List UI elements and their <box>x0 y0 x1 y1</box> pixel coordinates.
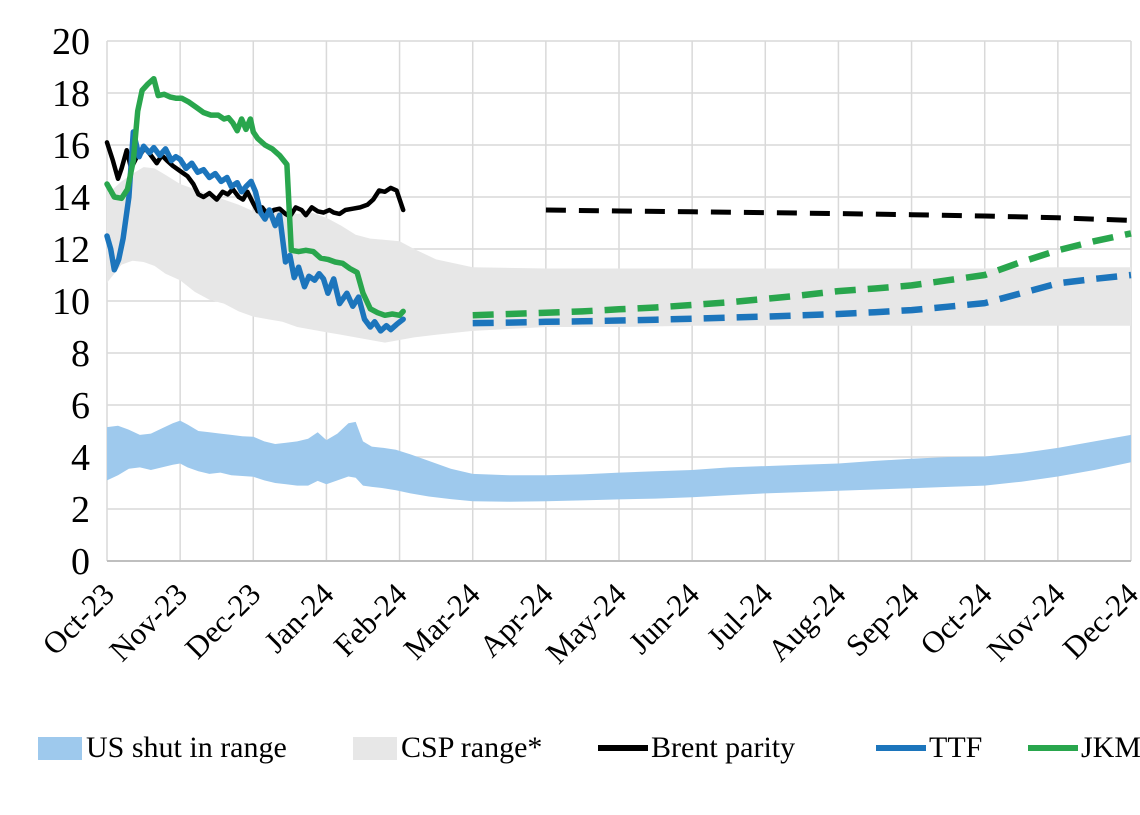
x-tick-label: Dec-23 <box>178 576 267 665</box>
ttf-line-forward <box>472 271 1132 327</box>
legend-label-jkm: JKM <box>1081 731 1140 764</box>
x-tick-label: Jun-24 <box>622 576 707 661</box>
brent-parity-swatch <box>598 745 648 751</box>
us-shut-in-range-swatch <box>38 736 82 760</box>
y-tick-label: 10 <box>52 281 90 323</box>
ttf-line-historical <box>104 129 406 334</box>
chart-svg: 02468101214161820Oct-23Nov-23Dec-23Jan-2… <box>35 21 1140 671</box>
us-shut-in-range-band <box>107 420 1131 502</box>
y-tick-label: 16 <box>52 125 90 167</box>
x-tick-label: Mar-24 <box>397 576 487 666</box>
jkm-swatch <box>1028 745 1078 751</box>
y-tick-label: 14 <box>52 177 90 219</box>
x-tick-label: Dec-24 <box>1056 576 1140 666</box>
x-tick-label: May-24 <box>539 576 634 671</box>
legend-label-us-shut-in-range: US shut in range <box>86 731 287 764</box>
legend-item-csp-range: CSP range* <box>353 724 542 772</box>
y-tick-label: 2 <box>71 489 90 531</box>
legend-item-jkm: JKM <box>1028 724 1140 772</box>
csp-range-swatch <box>353 736 397 760</box>
x-tick-label: Sep-24 <box>839 576 926 663</box>
x-tick-label: Nov-24 <box>980 576 1072 668</box>
x-tick-label: Nov-23 <box>102 576 194 668</box>
legend-item-ttf: TTF <box>876 724 982 772</box>
y-tick-label: 12 <box>52 229 90 271</box>
jkm-line-forward <box>472 230 1132 319</box>
y-tick-label: 8 <box>71 333 90 375</box>
y-tick-label: 0 <box>71 541 90 583</box>
legend-label-brent-parity: Brent parity <box>651 731 796 764</box>
y-tick-label: 4 <box>71 437 90 479</box>
jkm-line-historical <box>104 75 406 319</box>
y-tick-label: 20 <box>52 21 90 63</box>
x-tick-label: Aug-24 <box>761 576 853 668</box>
x-tick-label: Jan-24 <box>257 576 341 660</box>
y-tick-label: 18 <box>52 73 90 115</box>
price-chart: 0 2 4 6 8 10 12 14 16 18 20 Oct-23 Nov-23 Dec-23 Jan-2… <box>35 21 1140 671</box>
legend-label-csp-range: CSP range* <box>401 731 543 764</box>
legend-label-ttf: TTF <box>929 731 983 764</box>
y-tick-label: 6 <box>71 385 90 427</box>
legend-item-us-shut-in-range: US shut in range <box>38 724 287 772</box>
ttf-swatch <box>876 745 926 751</box>
legend: US shut in range CSP range* Brent parity… <box>0 724 1140 772</box>
x-tick-label: Feb-24 <box>327 576 414 663</box>
legend-item-brent-parity: Brent parity <box>598 724 795 772</box>
